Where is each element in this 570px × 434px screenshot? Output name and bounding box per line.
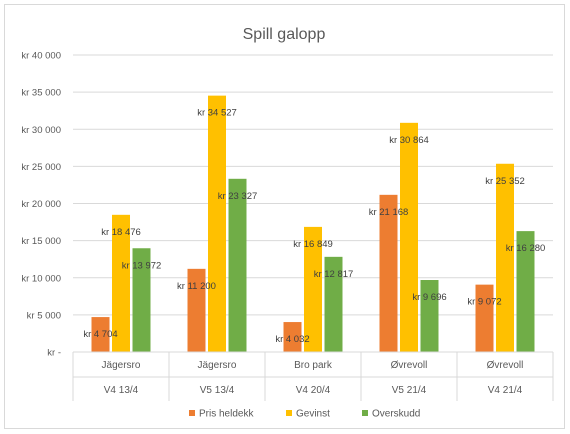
bar	[324, 256, 343, 352]
data-label: kr 30 864	[389, 135, 429, 146]
legend-label: Gevinst	[296, 409, 330, 420]
bar	[496, 163, 514, 352]
bar	[91, 317, 110, 352]
x-tick-sublabel: V4 13/4	[104, 385, 139, 396]
x-tick-sublabel: V4 21/4	[488, 385, 523, 396]
x-tick-label: Jägersro	[102, 360, 141, 371]
legend-swatch	[362, 410, 368, 416]
data-label: kr 12 817	[314, 269, 354, 280]
legend-label: Pris heldekk	[199, 409, 254, 420]
bar-chart: Spill galopp kr - kr 5 000 kr 10 000 kr 15 …	[21, 26, 554, 420]
x-tick-label: Øvrevoll	[391, 360, 428, 371]
bar	[187, 268, 206, 352]
y-tick-label: kr 35 000	[21, 88, 61, 99]
x-axis: Jägersro V4 13/4 Jägersro V5 13/4 Bro park V4…	[72, 351, 554, 401]
x-tick-label: Øvrevoll	[487, 360, 524, 371]
y-tick-label: kr 5 000	[27, 310, 61, 321]
bar	[304, 226, 322, 352]
x-tick-sublabel: V5 21/4	[392, 385, 427, 396]
y-axis-ticks: kr - kr 5 000 kr 10 000 kr 15 000 kr 20 000 k…	[21, 51, 61, 359]
bar	[379, 194, 398, 352]
data-label: kr 9 072	[467, 297, 501, 308]
y-tick-label: kr 30 000	[21, 125, 61, 136]
bar	[400, 122, 418, 352]
data-label: kr 4 032	[275, 334, 309, 345]
y-tick-label: kr 10 000	[21, 273, 61, 284]
bar	[228, 178, 247, 352]
chart-container: Spill galopp kr - kr 5 000 kr 10 000 kr 15 …	[4, 4, 565, 429]
data-label: kr 4 704	[83, 329, 117, 340]
x-tick-sublabel: V5 13/4	[200, 385, 235, 396]
bar	[420, 280, 439, 352]
y-tick-label: kr 20 000	[21, 199, 61, 210]
y-tick-label: kr 25 000	[21, 162, 61, 173]
chart-title: Spill galopp	[243, 26, 326, 43]
data-label: kr 34 527	[197, 108, 237, 119]
x-tick-label: Bro park	[294, 360, 333, 371]
data-labels: kr 4 704 kr 18 476 kr 13 972 kr 11 200 kr 34…	[83, 108, 545, 345]
y-tick-label: kr 15 000	[21, 236, 61, 247]
data-label: kr 9 696	[412, 292, 446, 303]
data-label: kr 21 168	[369, 207, 409, 218]
data-label: kr 13 972	[122, 260, 162, 271]
bar	[516, 231, 535, 352]
bar	[132, 248, 151, 352]
bar	[475, 284, 494, 352]
legend-swatch	[286, 410, 292, 416]
bar	[208, 95, 226, 352]
data-label: kr 16 849	[293, 239, 333, 250]
bar	[112, 214, 130, 352]
data-label: kr 18 476	[101, 227, 141, 238]
bars	[91, 95, 535, 352]
y-tick-label: kr 40 000	[21, 51, 61, 62]
x-tick-sublabel: V4 20/4	[296, 385, 331, 396]
legend-swatch	[189, 410, 195, 416]
data-label: kr 23 327	[218, 191, 258, 202]
legend: Pris heldekk Gevinst Overskudd	[189, 409, 420, 420]
y-tick-label: kr -	[47, 348, 61, 359]
x-tick-label: Jägersro	[198, 360, 237, 371]
data-label: kr 16 280	[506, 243, 546, 254]
data-label: kr 25 352	[485, 176, 525, 187]
legend-label: Overskudd	[372, 409, 420, 420]
data-label: kr 11 200	[177, 281, 216, 292]
bar	[283, 322, 302, 352]
